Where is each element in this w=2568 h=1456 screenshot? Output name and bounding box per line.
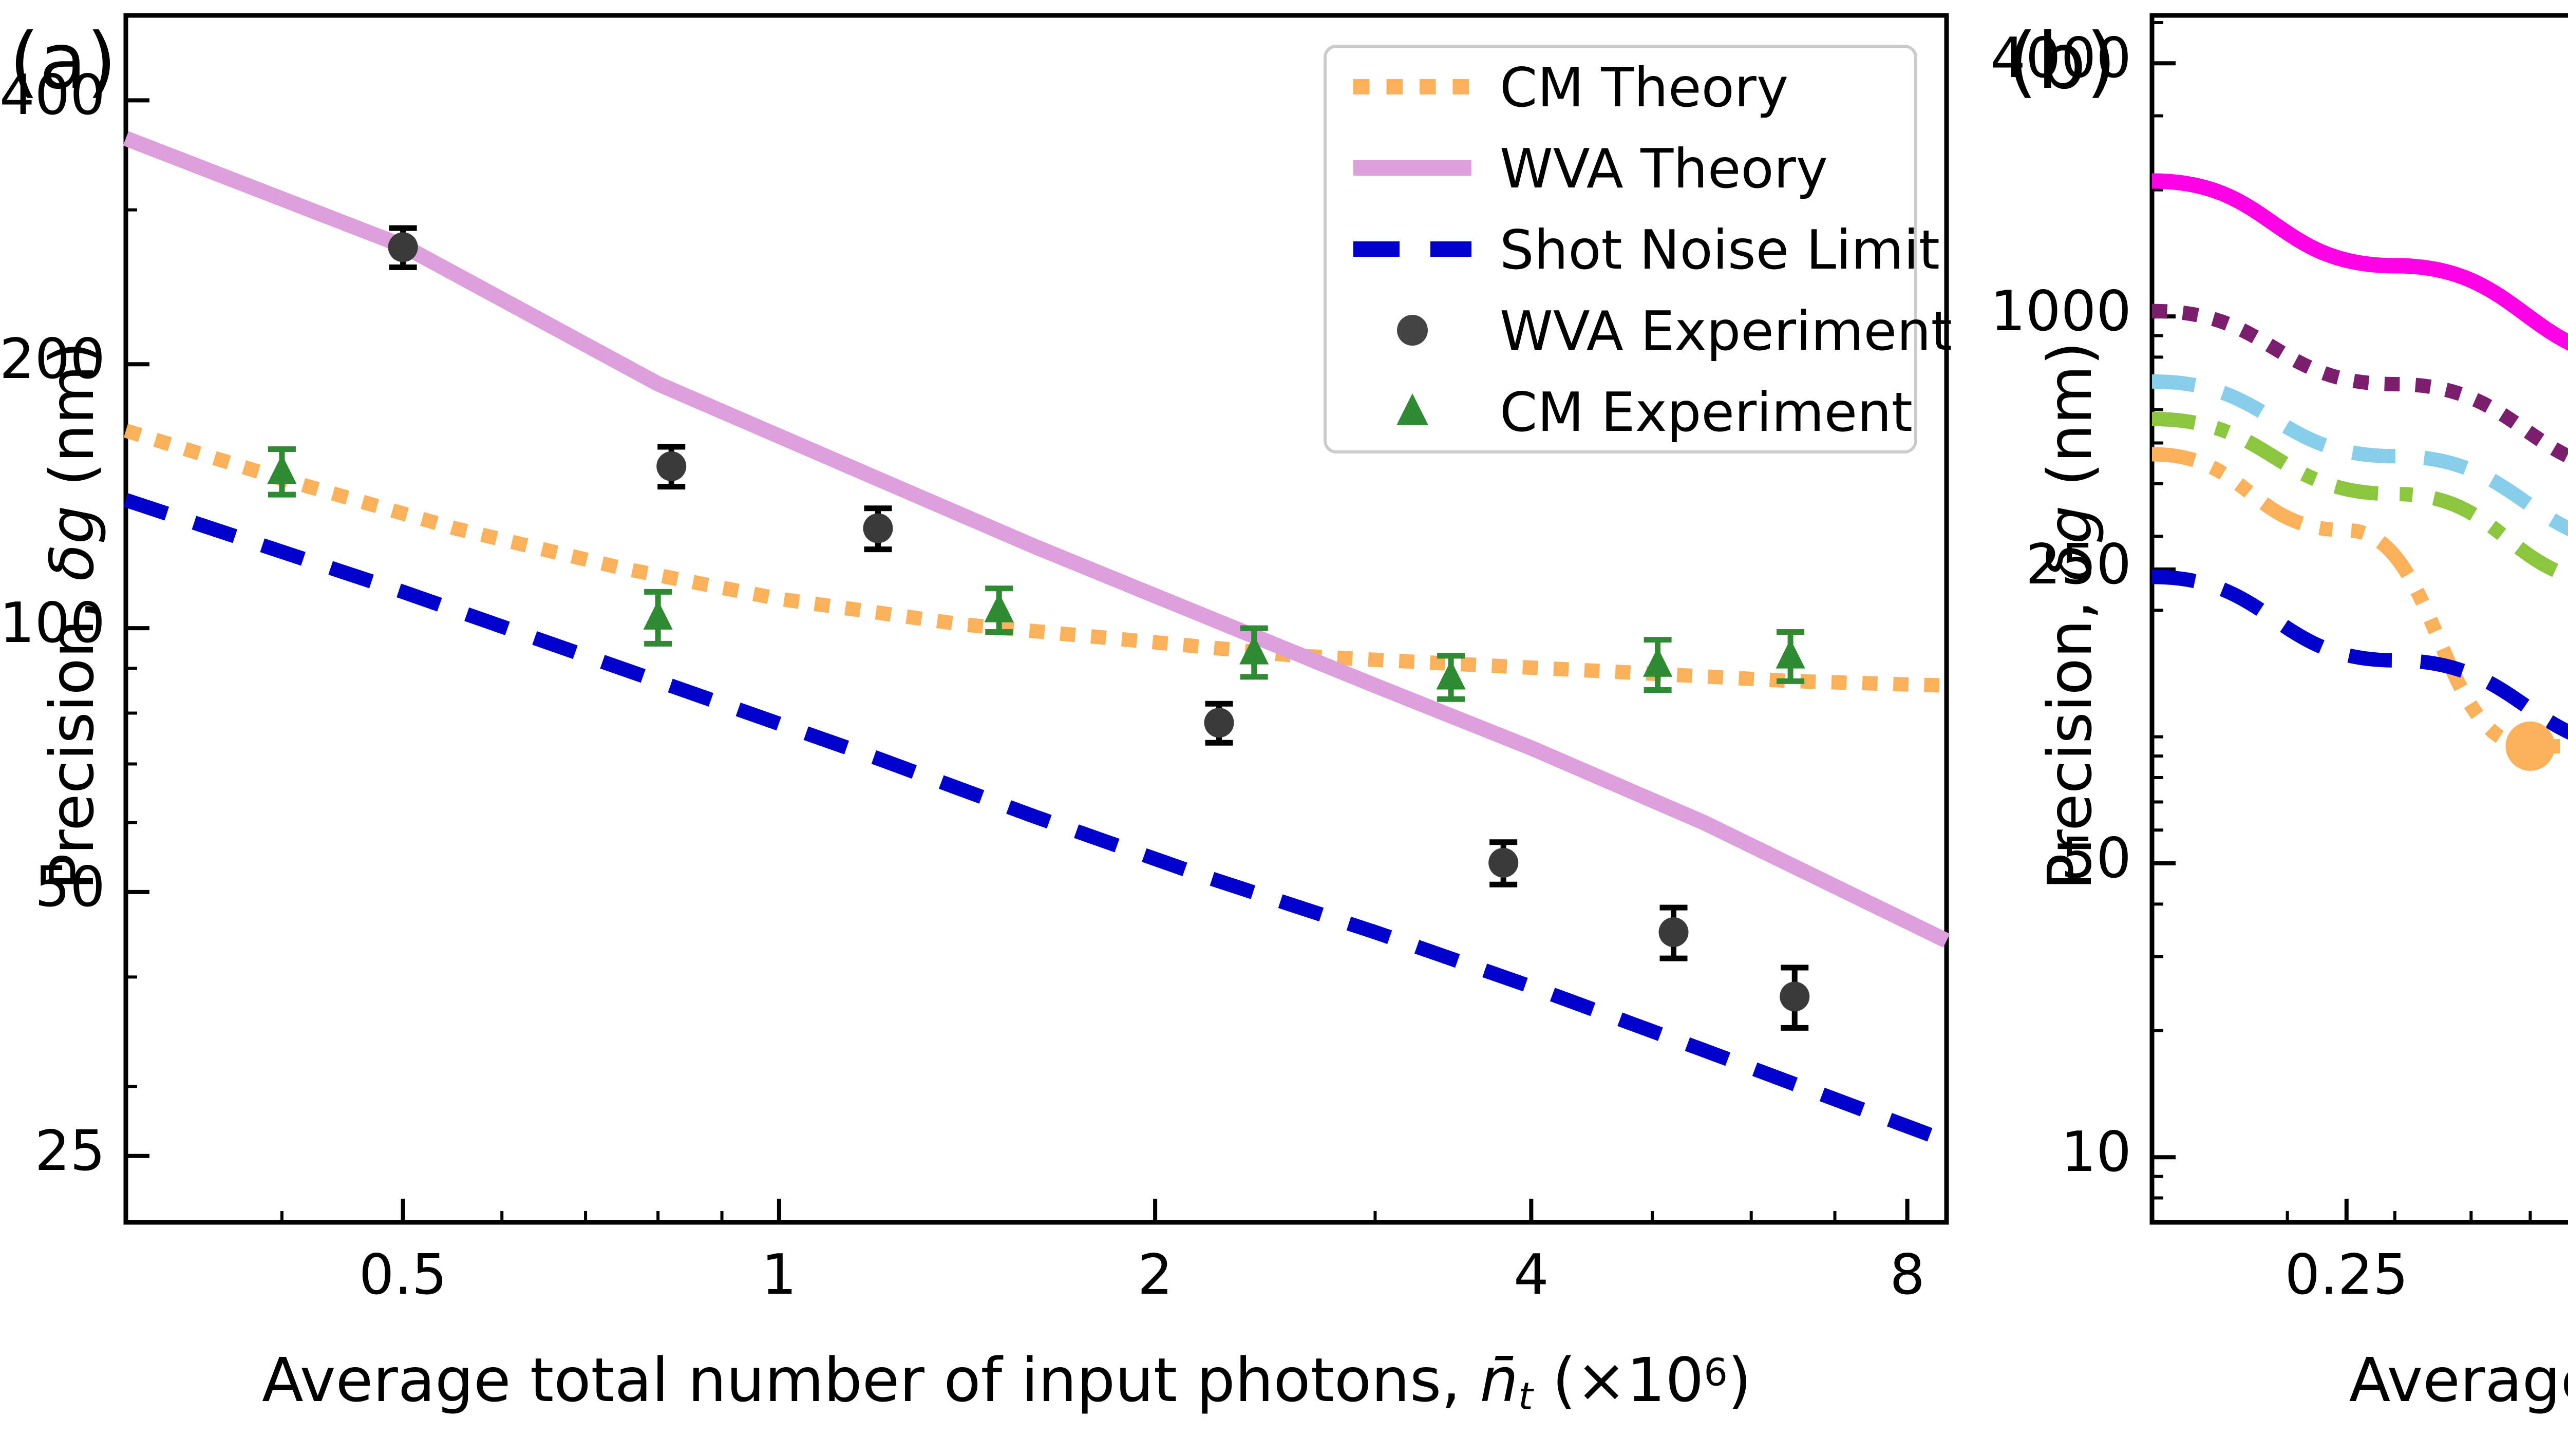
panel-a-xlabel-sym: n̄ (1480, 1345, 1519, 1415)
panel-a-yticklabel: 50 (34, 855, 105, 919)
panel-a-point-triangle (1643, 637, 1673, 693)
legend-swatch-wva-experiment (1397, 315, 1428, 346)
panel-b-tag: (b) (2007, 17, 2117, 106)
inset-yticklabel: 8 (2517, 77, 2568, 126)
panel-a-line-wva-theory (123, 131, 1950, 948)
panel-a-xticklabel: 2 (1137, 1243, 1173, 1307)
panel-a-point-triangle (267, 446, 297, 498)
panel-a-xlabel-pre: Average total number of input photons, (261, 1345, 1480, 1415)
panel-b-line-curve-orange (2151, 447, 2568, 754)
panel-a-xlabel-sup: 6 (1704, 1351, 1728, 1395)
panel-a-xlabel: Average total number of input photons, n… (72, 1345, 1941, 1419)
panel-a-xlabel-sub: t (1518, 1375, 1533, 1419)
panel-b-line-curve-lightblue (2151, 374, 2568, 537)
panel-b-yticklabel: 4000 (1990, 26, 2131, 91)
legend-label-wva-theory: WVA Theory (1500, 138, 1828, 200)
wva-experiment-marker (388, 232, 418, 262)
panel-a-yticklabel: 100 (0, 591, 105, 656)
panel-a-point-triangle (643, 589, 673, 647)
wva-experiment-marker (1204, 708, 1234, 738)
wva-experiment-marker (863, 513, 893, 543)
panel-b: (b) Precision, δg (nm) Average number of… (1990, 0, 2568, 1456)
panel-b-plot (2149, 13, 2568, 1225)
panel-a-xlabel-post: (×10 (1533, 1345, 1704, 1415)
panel-a-point-circle (863, 505, 893, 553)
inset-yticklabel: 4 (2517, 236, 2568, 285)
legend-swatch-cm-experiment (1396, 393, 1428, 425)
panel-b-line-curve-magenta (2151, 173, 2568, 351)
panel-a-point-circle (656, 444, 687, 490)
cm-experiment-marker (267, 455, 297, 484)
legend-label-cm-theory: CM Theory (1500, 56, 1788, 119)
panel-b-yticklabel: 250 (2025, 532, 2131, 597)
panel-b-xticklabel: 0.25 (2284, 1243, 2409, 1307)
panel-a-line-shot-noise-limit (123, 493, 1949, 1148)
panel-a-legend: CM Theory WVA Theory Shot Noise Limit WVA E… (1324, 45, 1952, 453)
panel-a-point-circle (388, 225, 418, 270)
panel-a: (a) Precision, δg (nm) Average total num… (0, 13, 1952, 1419)
cm-experiment-marker (984, 593, 1014, 622)
panel-a-point-circle (1204, 701, 1234, 746)
wva-experiment-marker (1780, 981, 1810, 1012)
panel-b-line-shot-noise-limit (2151, 570, 2568, 740)
panel-a-xticklabel: 0.5 (358, 1243, 447, 1307)
wva-experiment-marker (1488, 847, 1519, 878)
panel-b-ylabel-post: (nm) (2034, 342, 2105, 506)
panel-a-yticklabel: 400 (0, 63, 105, 128)
wva-experiment-marker (656, 451, 687, 481)
panel-a-plot: CM Theory WVA Theory Shot Noise Limit WVA E… (123, 13, 1952, 1225)
panel-a-xticklabel: 8 (1890, 1243, 1925, 1307)
panel-a-xticklabel: 1 (761, 1243, 797, 1307)
wva-experiment-marker (1658, 917, 1689, 948)
panel-a-point-triangle (984, 585, 1014, 635)
legend-label-cm-experiment: CM Experiment (1500, 381, 1913, 444)
panel-b-yticklabel: 10 (2061, 1120, 2131, 1185)
panel-a-point-circle (1780, 965, 1810, 1031)
panel-a-point-triangle (1239, 625, 1269, 680)
panel-b-xlabel-pre: Average number of input photons, (2349, 1345, 2568, 1415)
inset-yticklabel: 1 (2517, 555, 2568, 603)
cm-experiment-marker (1776, 639, 1805, 669)
cm-experiment-marker (643, 600, 673, 630)
panel-a-point-circle (1658, 904, 1689, 961)
cm-experiment-marker (1643, 647, 1673, 677)
panel-a-point-triangle (1436, 653, 1466, 702)
panel-a-point-triangle (1776, 629, 1805, 684)
panel-a-point-circle (1488, 839, 1519, 887)
panel-b-yticklabel: 50 (2061, 826, 2131, 891)
panel-a-line-cm-theory (123, 424, 1947, 693)
panel-b-marker-orange-circle (2505, 721, 2555, 771)
inset-yticklabel: 2 (2517, 395, 2568, 444)
panel-a-xticklabel: 4 (1514, 1243, 1549, 1307)
cm-experiment-marker (1436, 660, 1466, 690)
panel-a-tag: (a) (9, 17, 117, 106)
legend-label-shot-noise-limit: Shot Noise Limit (1500, 219, 1940, 281)
panel-a-yticklabel: 200 (0, 327, 105, 392)
legend-label-wva-experiment: WVA Experiment (1500, 300, 1952, 363)
panel-b-xlabel: Average number of input photons, n̄t (×1… (2075, 1345, 2568, 1419)
panel-a-axes-frame (123, 13, 1949, 1225)
panel-b-axes-frame (2149, 13, 2568, 1225)
panel-b-yticklabel: 1000 (1990, 279, 2131, 344)
panel-a-yticklabel: 25 (34, 1119, 105, 1183)
panel-a-xlabel-end: ) (1727, 1345, 1751, 1415)
cm-experiment-marker (1239, 635, 1269, 665)
panel-a-ylabel-sym: δg (36, 505, 107, 581)
